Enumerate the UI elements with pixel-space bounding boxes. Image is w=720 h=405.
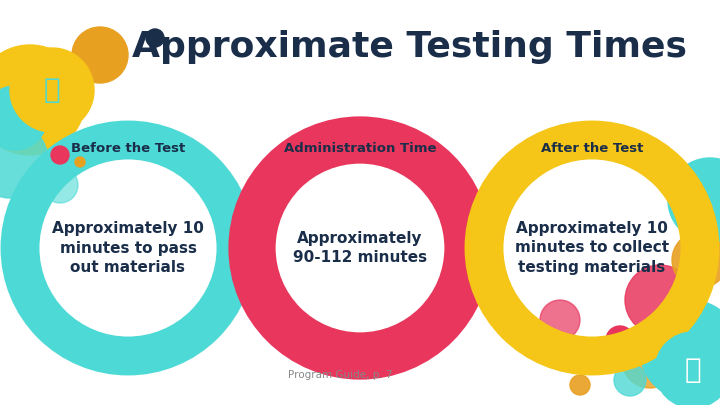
Text: Approximately
90-112 minutes: Approximately 90-112 minutes bbox=[293, 230, 427, 265]
Circle shape bbox=[0, 86, 47, 150]
Circle shape bbox=[51, 146, 69, 164]
Circle shape bbox=[75, 157, 85, 167]
Text: After the Test: After the Test bbox=[541, 141, 643, 154]
Text: 💡: 💡 bbox=[44, 76, 60, 104]
Text: Program Guide, p. 7: Program Guide, p. 7 bbox=[288, 370, 392, 380]
Circle shape bbox=[672, 232, 720, 288]
Circle shape bbox=[614, 364, 646, 396]
Circle shape bbox=[622, 332, 678, 388]
Text: Administration Time: Administration Time bbox=[284, 141, 436, 154]
Circle shape bbox=[42, 167, 78, 203]
Text: 👍: 👍 bbox=[685, 356, 701, 384]
Circle shape bbox=[72, 27, 128, 83]
Text: Approximate Testing Times: Approximate Testing Times bbox=[132, 30, 688, 64]
Circle shape bbox=[146, 29, 164, 47]
Circle shape bbox=[625, 265, 695, 335]
Text: Approximately 10
minutes to pass
out materials: Approximately 10 minutes to pass out mat… bbox=[52, 221, 204, 275]
Text: Approximately 10
minutes to collect
testing materials: Approximately 10 minutes to collect test… bbox=[515, 221, 669, 275]
Circle shape bbox=[0, 122, 48, 198]
Circle shape bbox=[655, 332, 720, 405]
Circle shape bbox=[570, 375, 590, 395]
Circle shape bbox=[10, 48, 94, 132]
Text: Before the Test: Before the Test bbox=[71, 141, 185, 154]
Circle shape bbox=[668, 158, 720, 242]
Circle shape bbox=[606, 326, 634, 354]
Circle shape bbox=[0, 45, 85, 155]
Circle shape bbox=[640, 300, 720, 400]
Circle shape bbox=[540, 300, 580, 340]
